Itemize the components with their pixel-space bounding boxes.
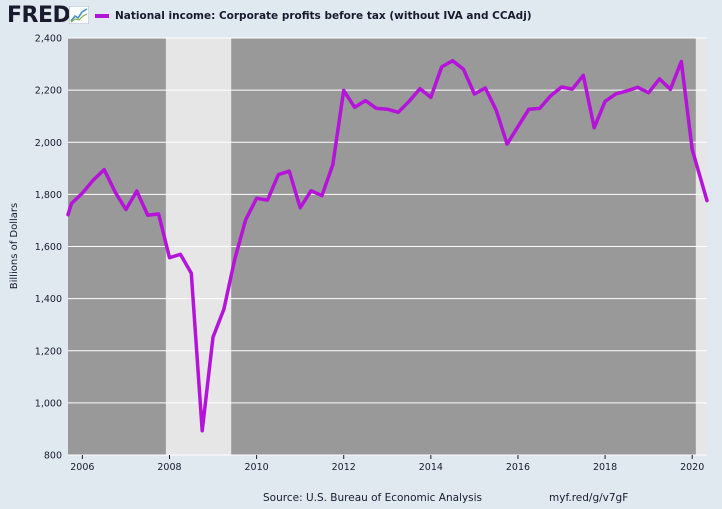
y-tick-label: 1,600	[35, 242, 62, 253]
y-tick-label: 2,200	[35, 86, 62, 97]
y-tick-label: 2,400	[35, 34, 62, 45]
y-tick-label: 1,000	[35, 398, 62, 409]
legend-label: National income: Corporate profits befor…	[115, 10, 532, 22]
y-tick-label: 2,000	[35, 138, 62, 149]
x-tick-label: 2014	[419, 462, 443, 473]
x-tick-label: 2016	[506, 462, 530, 473]
x-tick-label: 2008	[157, 462, 181, 473]
gridlines	[68, 37, 707, 456]
x-tick-label: 2010	[245, 462, 269, 473]
y-tick-label: 800	[44, 451, 62, 462]
x-tick-label: 2018	[593, 462, 617, 473]
y-tick-label: 1,200	[35, 346, 62, 357]
y-axis-title: Billions of Dollars	[9, 203, 20, 289]
x-tick-label: 2006	[70, 462, 94, 473]
x-axis: 2006 2008 2010 2012 2014 2016 2018 2020	[70, 455, 704, 473]
y-tick-label: 1,400	[35, 294, 62, 305]
series-line	[66, 58, 709, 433]
series-group	[66, 58, 709, 433]
chart-header: FRED National income: Corporate profits …	[0, 0, 722, 32]
x-tick-label: 2020	[680, 462, 704, 473]
x-tick-label: 2012	[332, 462, 356, 473]
source-note: Source: U.S. Bureau of Economic Analysis	[263, 492, 483, 504]
short-link[interactable]: myf.red/g/v7gF	[549, 492, 629, 504]
y-tick-label: 1,800	[35, 190, 62, 201]
y-axis: 800 1,000 1,200 1,400 1,600 1,800 2,000 2,200 2,…	[35, 34, 62, 462]
chart-legend: National income: Corporate profits befor…	[95, 8, 532, 24]
fred-logo[interactable]: FRED	[7, 3, 71, 28]
legend-swatch	[95, 14, 109, 18]
chart-line-icon	[69, 6, 89, 24]
